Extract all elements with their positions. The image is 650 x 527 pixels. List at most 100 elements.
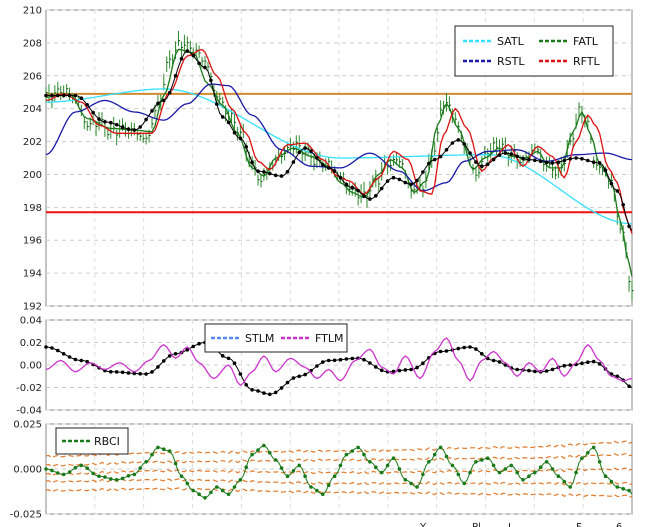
series-point — [609, 181, 614, 186]
series-point — [79, 96, 84, 100]
series-point — [462, 345, 467, 350]
series-point — [615, 485, 620, 489]
series-point — [550, 367, 555, 372]
series-point — [421, 472, 425, 477]
series-point — [162, 98, 166, 103]
series-point — [403, 478, 408, 482]
series-point — [491, 358, 496, 363]
series-point — [226, 356, 231, 361]
series-point — [162, 447, 166, 452]
series-point — [179, 474, 184, 479]
series-point — [162, 359, 166, 363]
series-point — [432, 452, 437, 457]
series-point — [291, 469, 296, 473]
series-point — [244, 145, 248, 149]
y-tick-label: 196 — [23, 236, 42, 247]
series-point — [556, 160, 561, 164]
series-point — [167, 90, 172, 95]
series-point — [391, 456, 396, 461]
series-point — [203, 65, 207, 70]
legend-label: FATL — [573, 35, 599, 48]
series-point — [580, 157, 584, 161]
series-point — [497, 360, 502, 364]
x-tick-label: F — [576, 522, 582, 527]
series-point — [220, 115, 225, 119]
series-point — [256, 169, 260, 173]
series-point — [515, 154, 519, 159]
series-point — [409, 367, 413, 372]
series-point — [250, 452, 254, 457]
series-point — [291, 160, 296, 164]
series-point — [597, 460, 602, 464]
series-point — [321, 163, 325, 167]
series-point — [85, 466, 89, 471]
series-point — [568, 485, 572, 489]
band-line — [45, 440, 633, 459]
series-point — [114, 122, 119, 127]
series-point — [509, 463, 514, 468]
y-tick-label: 194 — [23, 269, 42, 280]
series-point — [544, 460, 549, 464]
series-line — [45, 83, 633, 192]
series-point — [67, 470, 72, 474]
series-point — [150, 109, 154, 113]
series-point — [226, 492, 231, 497]
series-point — [114, 370, 119, 374]
series-point — [138, 466, 142, 470]
y-tick-label: -0.025 — [10, 510, 42, 521]
series-point — [279, 174, 284, 178]
series-point — [203, 496, 207, 500]
series-point — [562, 363, 567, 368]
series-point — [120, 370, 125, 375]
series-point — [521, 156, 525, 161]
series-point — [303, 372, 307, 377]
series-point — [61, 93, 66, 98]
series-point — [150, 370, 154, 374]
legend-label: RFTL — [573, 55, 600, 68]
series-point — [173, 461, 178, 466]
series-point — [374, 365, 378, 369]
legend-label: STLM — [245, 332, 274, 345]
series-point — [321, 492, 325, 497]
series-point — [44, 467, 48, 471]
series-point — [586, 158, 590, 163]
series-point — [444, 349, 449, 353]
series-point — [379, 470, 384, 475]
series-point — [268, 451, 272, 455]
series-point — [226, 120, 231, 125]
band-line — [45, 486, 633, 498]
series-point — [527, 157, 531, 162]
series-point — [321, 360, 325, 364]
series-point — [150, 452, 154, 457]
series-point — [109, 370, 113, 374]
x-tick-label: 6 — [616, 522, 622, 527]
series-point — [362, 357, 366, 362]
series-point — [120, 476, 125, 481]
y-tick-label: 192 — [23, 302, 42, 313]
series-point — [350, 449, 355, 453]
series-point — [409, 481, 413, 486]
series-point — [303, 474, 307, 479]
legend: SATL FATL RSTL RFTL — [454, 25, 614, 77]
series-point — [432, 157, 437, 162]
series-point — [244, 383, 248, 387]
panel-price: 210 208 206 204 202 200 198 196 194 192 SATL FATL RS… — [23, 6, 634, 313]
series-point — [527, 368, 531, 373]
series-point — [591, 160, 596, 164]
series-point — [509, 152, 514, 156]
series-point — [250, 388, 254, 392]
series-point — [468, 470, 472, 475]
series-point — [326, 483, 331, 488]
series-point — [456, 138, 461, 142]
rbci-series — [44, 443, 633, 500]
series-point — [397, 467, 402, 471]
series-point — [185, 49, 190, 53]
series-point — [374, 194, 378, 198]
series-point — [103, 475, 107, 479]
series-point — [338, 463, 343, 468]
series-point — [126, 371, 131, 375]
series-point — [185, 481, 190, 486]
series-point — [138, 125, 142, 129]
legend-box — [204, 323, 348, 353]
series-point — [297, 374, 302, 379]
